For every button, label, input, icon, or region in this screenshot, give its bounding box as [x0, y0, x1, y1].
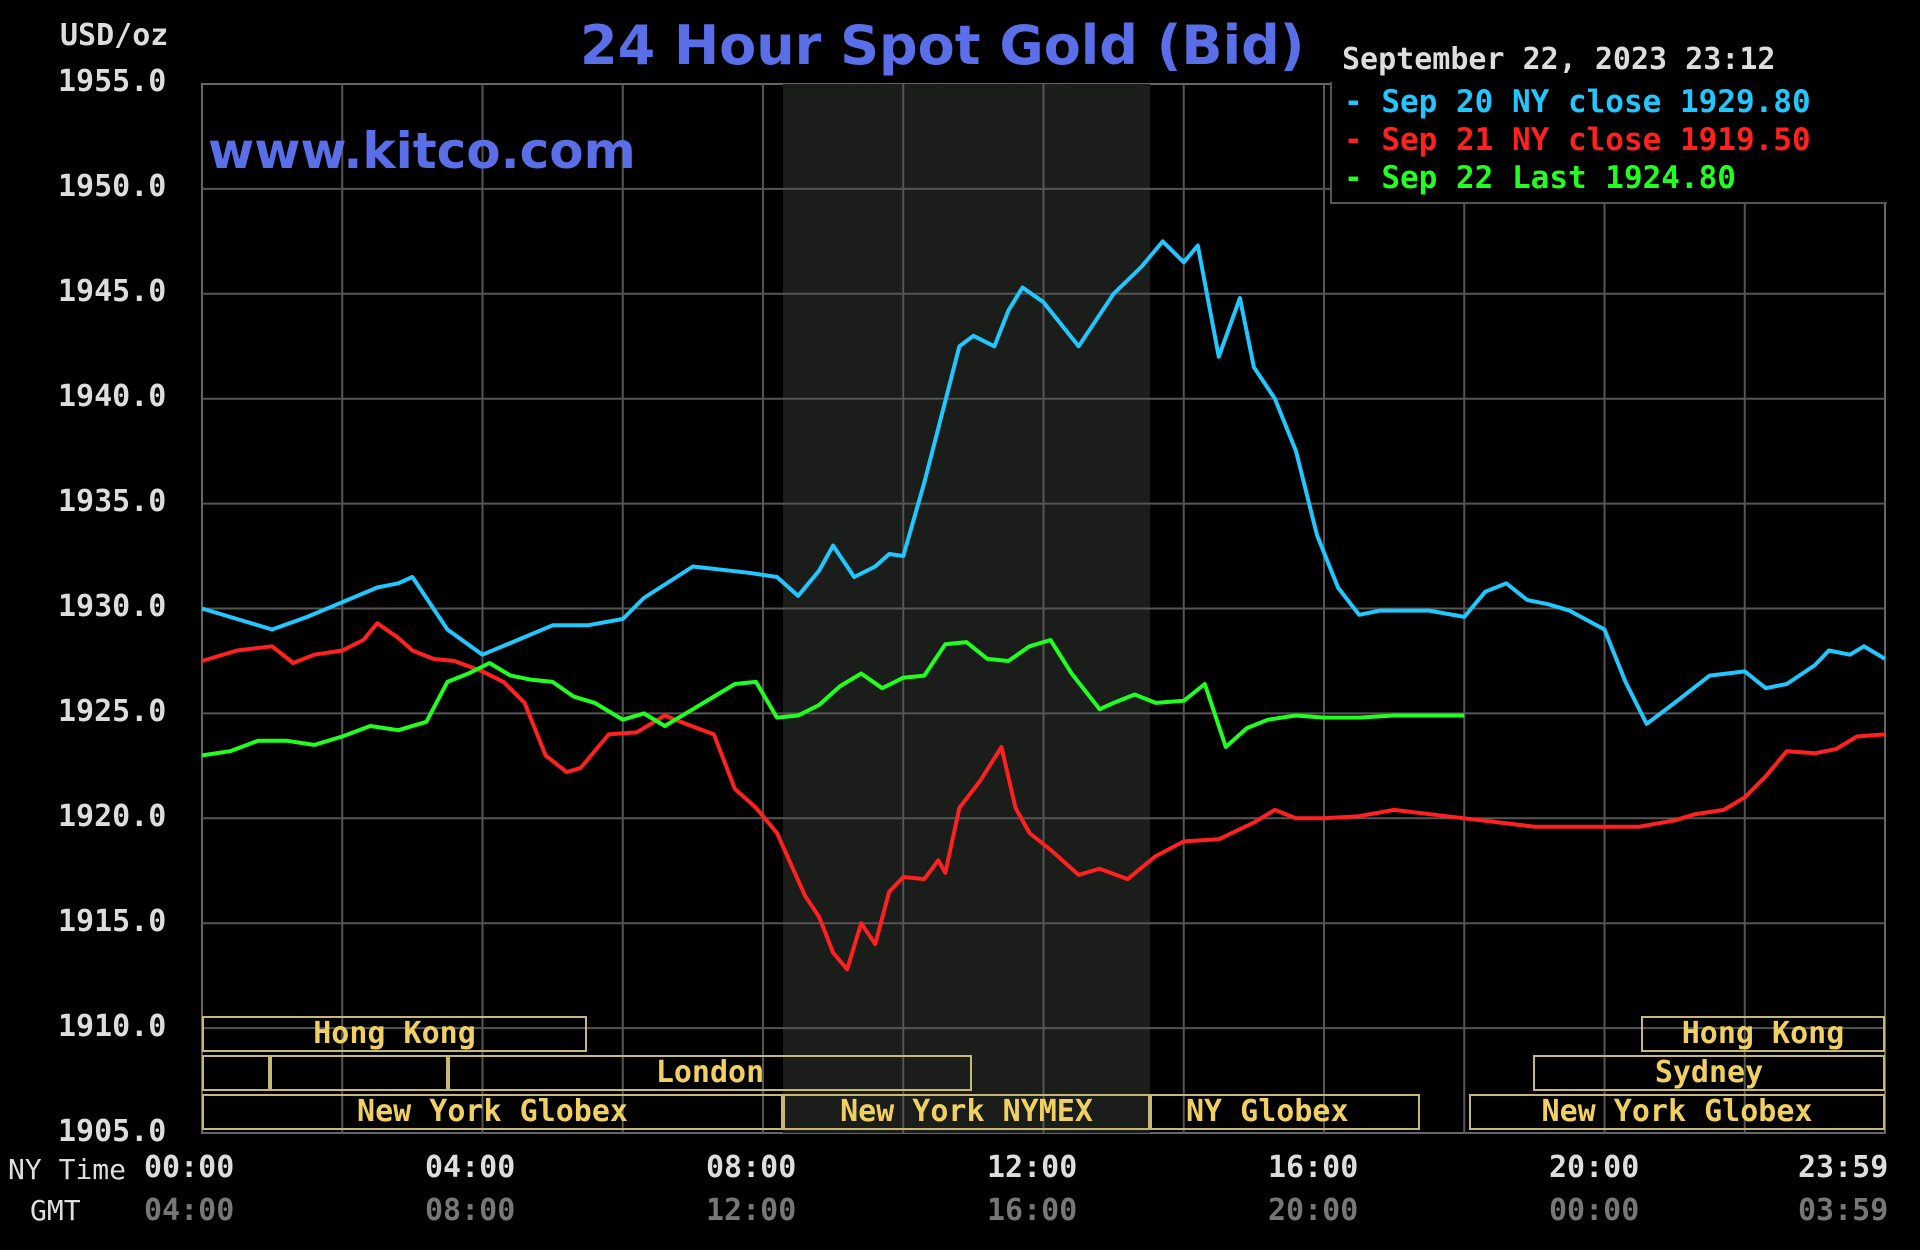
legend-item-sep21: - Sep 21 NY close 1919.50 — [1344, 122, 1811, 158]
session-segment — [270, 1055, 448, 1091]
y-tick-label: 1945.0 — [58, 274, 167, 309]
legend-label-sep21: Sep 21 NY close 1919.50 — [1381, 122, 1811, 158]
session-london: London — [448, 1055, 972, 1091]
y-tick-label: 1925.0 — [58, 694, 167, 729]
legend-swatch: - — [1344, 84, 1363, 120]
y-tick-label: 1915.0 — [58, 904, 167, 939]
session-hong-kong: Hong Kong — [1641, 1016, 1885, 1052]
legend-item-sep20: - Sep 20 NY close 1929.80 — [1344, 84, 1811, 120]
session-ny-globex: NY Globex — [1150, 1094, 1420, 1130]
gmt-axis-label: GMT — [30, 1194, 81, 1227]
x-tick-gmt: 00:00 — [1549, 1193, 1640, 1228]
x-tick-gmt: 16:00 — [987, 1193, 1078, 1228]
x-tick-ny: 12:00 — [987, 1150, 1078, 1185]
series-line-sep20 — [201, 239, 1887, 726]
y-tick-label: 1940.0 — [58, 379, 167, 414]
session-hong-kong: Hong Kong — [202, 1016, 587, 1052]
y-tick-label: 1935.0 — [58, 484, 167, 519]
legend: - Sep 20 NY close 1929.80 - Sep 21 NY cl… — [1330, 82, 1887, 204]
date-stamp: September 22, 2023 23:12 — [1342, 42, 1776, 77]
series-line-sep22 — [201, 638, 1465, 758]
legend-swatch: - — [1344, 160, 1363, 196]
legend-label-sep20: Sep 20 NY close 1929.80 — [1381, 84, 1811, 120]
y-tick-label: 1905.0 — [58, 1114, 167, 1149]
x-tick-gmt: 08:00 — [425, 1193, 516, 1228]
x-tick-ny: 04:00 — [425, 1150, 516, 1185]
x-tick-ny: 23:59 — [1798, 1150, 1889, 1185]
x-tick-ny: 08:00 — [706, 1150, 797, 1185]
legend-item-sep22: - Sep 22 Last 1924.80 — [1344, 160, 1736, 196]
legend-swatch: - — [1344, 122, 1363, 158]
x-tick-ny: 00:00 — [144, 1150, 235, 1185]
ny-time-axis-label: NY Time — [8, 1153, 127, 1186]
site-watermark: www.kitco.com — [208, 122, 636, 180]
session-segment — [202, 1055, 270, 1091]
y-tick-label: 1910.0 — [58, 1009, 167, 1044]
y-tick-label: 1930.0 — [58, 589, 167, 624]
x-tick-ny: 20:00 — [1549, 1150, 1640, 1185]
x-tick-gmt: 04:00 — [144, 1193, 235, 1228]
session-new-york-globex: New York Globex — [1469, 1094, 1885, 1130]
session-sydney: Sydney — [1533, 1055, 1885, 1091]
x-tick-ny: 16:00 — [1268, 1150, 1359, 1185]
series-layer — [201, 239, 1887, 972]
y-tick-label: 1950.0 — [58, 169, 167, 204]
x-tick-gmt: 03:59 — [1798, 1193, 1889, 1228]
legend-label-sep22: Sep 22 Last 1924.80 — [1381, 160, 1736, 196]
chart-title: 24 Hour Spot Gold (Bid) — [580, 14, 1305, 77]
grid-lines — [202, 84, 1885, 1133]
x-tick-gmt: 20:00 — [1268, 1193, 1359, 1228]
session-new-york-nymex: New York NYMEX — [783, 1094, 1150, 1130]
y-tick-label: 1955.0 — [58, 64, 167, 99]
y-tick-label: 1920.0 — [58, 799, 167, 834]
session-new-york-globex: New York Globex — [202, 1094, 783, 1130]
series-line-sep21 — [201, 621, 1886, 972]
x-tick-gmt: 12:00 — [706, 1193, 797, 1228]
unit-label: USD/oz — [60, 18, 169, 53]
